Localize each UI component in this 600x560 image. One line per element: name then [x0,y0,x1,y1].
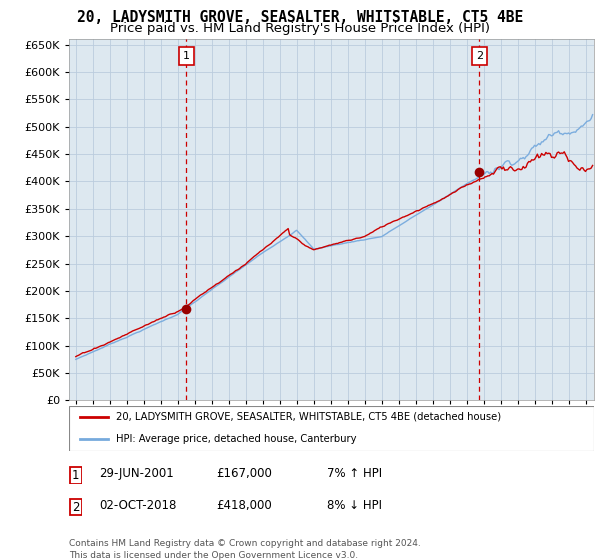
Text: 20, LADYSMITH GROVE, SEASALTER, WHITSTABLE, CT5 4BE: 20, LADYSMITH GROVE, SEASALTER, WHITSTAB… [77,10,523,25]
Text: 8% ↓ HPI: 8% ↓ HPI [327,498,382,512]
Text: 02-OCT-2018: 02-OCT-2018 [99,498,176,512]
Text: 1: 1 [72,469,79,482]
Text: 7% ↑ HPI: 7% ↑ HPI [327,466,382,480]
Text: £418,000: £418,000 [216,498,272,512]
Text: £167,000: £167,000 [216,466,272,480]
Text: 29-JUN-2001: 29-JUN-2001 [99,466,174,480]
FancyBboxPatch shape [70,468,82,483]
FancyBboxPatch shape [69,406,594,451]
Text: Contains HM Land Registry data © Crown copyright and database right 2024.
This d: Contains HM Land Registry data © Crown c… [69,539,421,560]
Text: 20, LADYSMITH GROVE, SEASALTER, WHITSTABLE, CT5 4BE (detached house): 20, LADYSMITH GROVE, SEASALTER, WHITSTAB… [116,412,502,422]
Text: 2: 2 [72,501,79,514]
FancyBboxPatch shape [70,500,82,515]
Text: 1: 1 [183,50,190,60]
Text: HPI: Average price, detached house, Canterbury: HPI: Average price, detached house, Cant… [116,434,357,444]
Text: 2: 2 [476,50,483,60]
Text: Price paid vs. HM Land Registry's House Price Index (HPI): Price paid vs. HM Land Registry's House … [110,22,490,35]
